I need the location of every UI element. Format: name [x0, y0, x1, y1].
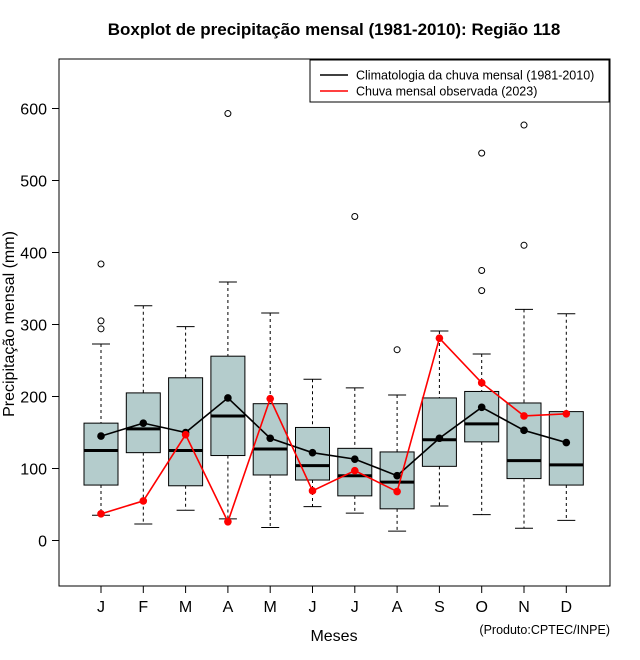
- series-point: [308, 448, 317, 457]
- series-point: [97, 510, 105, 518]
- x-tick-label: D: [561, 599, 573, 616]
- series-line: [100, 396, 567, 477]
- series-point: [351, 466, 359, 475]
- y-tick-label: 200: [20, 390, 47, 407]
- series-observed-2023: [97, 334, 571, 526]
- box-iqr: [210, 355, 246, 457]
- series-point: [224, 517, 232, 526]
- outlier-point: [97, 325, 105, 333]
- y-tick-label: 0: [38, 534, 47, 551]
- box-S: [421, 330, 457, 507]
- x-tick-label: J: [309, 599, 317, 616]
- series-point: [266, 394, 275, 403]
- series-point: [97, 432, 105, 440]
- legend-entry: Chuva mensal observada (2023): [356, 85, 537, 99]
- outlier-point: [478, 267, 486, 274]
- legend-entry: Climatologia da chuva mensal (1981-2010): [356, 69, 594, 83]
- series-point: [224, 394, 232, 402]
- chart-title: Boxplot de precipitação mensal (1981-201…: [108, 20, 561, 39]
- series-point: [139, 497, 148, 505]
- box-iqr: [421, 397, 457, 467]
- box-O: [464, 149, 500, 516]
- outlier-point: [224, 110, 232, 118]
- y-tick-label: 600: [20, 102, 47, 119]
- outlier-point: [97, 317, 105, 325]
- y-axis-label: Precipitação mensal (mm): [1, 231, 18, 417]
- x-tick-label: J: [351, 599, 359, 616]
- box-iqr: [379, 451, 415, 510]
- series-point: [139, 419, 148, 427]
- x-tick-label: M: [179, 599, 192, 616]
- box-iqr: [548, 411, 584, 486]
- series-climatology: [97, 394, 571, 480]
- series-line: [100, 336, 567, 524]
- outlier-point: [520, 121, 528, 129]
- series-point: [308, 487, 317, 495]
- y-tick-label: 100: [20, 462, 47, 479]
- x-tick-label: S: [434, 599, 445, 616]
- box-A: [379, 346, 415, 532]
- box-iqr: [125, 392, 161, 454]
- series-point: [562, 438, 571, 447]
- outlier-point: [393, 346, 401, 354]
- x-tick-label: F: [138, 599, 148, 616]
- outlier-point: [351, 213, 359, 220]
- series-point: [477, 403, 486, 412]
- series-point: [435, 334, 444, 342]
- x-tick-label: N: [518, 599, 530, 616]
- box-A: [210, 110, 246, 520]
- series-point: [351, 455, 359, 463]
- legend-box: [309, 59, 610, 103]
- box-D: [548, 313, 584, 521]
- x-tick-label: M: [264, 599, 277, 616]
- y-tick-label: 300: [20, 318, 47, 335]
- box-F: [125, 305, 161, 525]
- plot-frame: [58, 58, 611, 587]
- series-point: [181, 430, 190, 439]
- x-tick-label: A: [392, 599, 403, 616]
- series-point: [477, 379, 486, 387]
- series-point: [562, 409, 571, 418]
- series-point: [435, 434, 444, 443]
- box-J: [83, 260, 119, 516]
- box-N: [506, 121, 542, 529]
- x-axis-label: Meses: [310, 628, 357, 645]
- legend: Climatologia da chuva mensal (1981-2010)…: [309, 59, 610, 103]
- outlier-point: [97, 260, 105, 268]
- x-tick-label: A: [223, 599, 234, 616]
- y-tick-label: 500: [20, 174, 47, 191]
- box-M: [252, 312, 288, 529]
- box-M: [168, 326, 204, 511]
- x-tick-label: O: [475, 599, 487, 616]
- plot-area: 0 100 200 300 400 500 600 J F M A M J J A S O N D: [20, 58, 611, 616]
- outlier-point: [520, 241, 528, 249]
- series-point: [393, 487, 401, 496]
- series-point: [266, 434, 275, 443]
- y-tick-label: 400: [20, 246, 47, 263]
- series-point: [520, 426, 528, 435]
- outlier-point: [478, 287, 486, 295]
- series-point: [520, 412, 528, 420]
- series-point: [393, 471, 401, 480]
- x-tick-label: J: [97, 599, 105, 616]
- credit-text: (Produto:CPTEC/INPE): [479, 623, 610, 637]
- box-iqr: [464, 390, 500, 443]
- outlier-point: [478, 149, 486, 157]
